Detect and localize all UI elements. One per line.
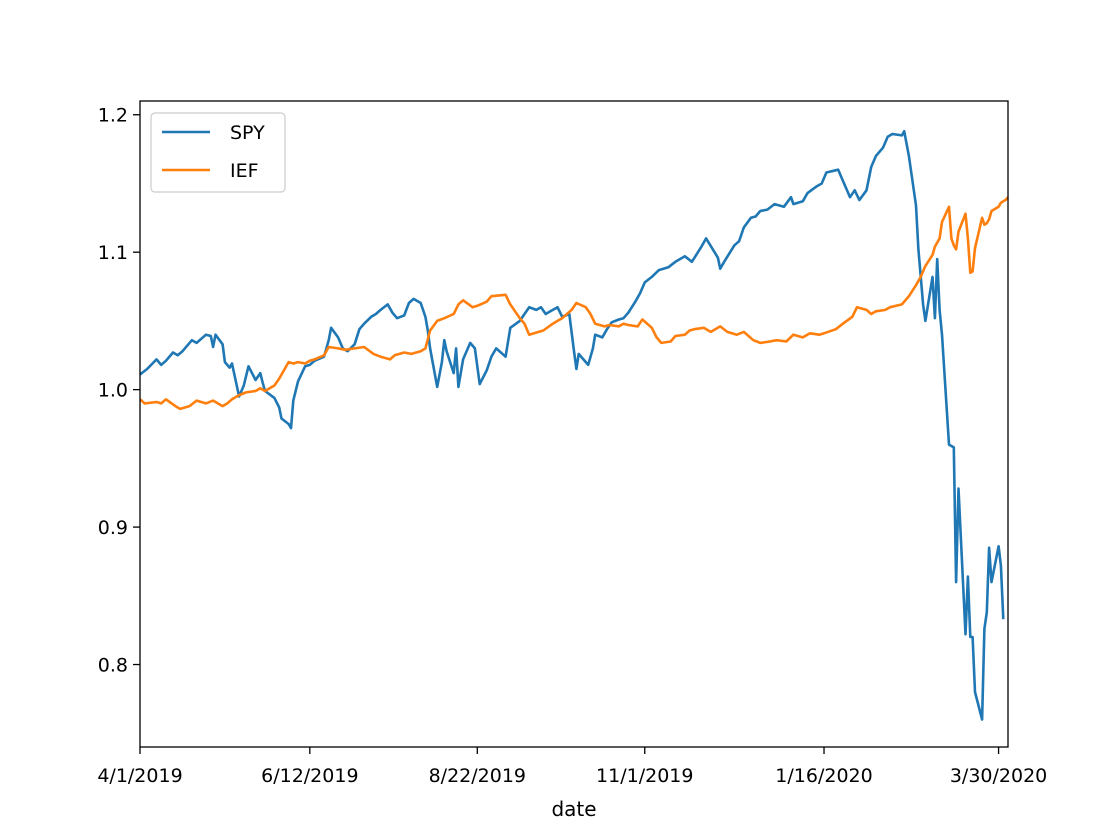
x-tick-label: 4/1/2019 (97, 765, 182, 787)
x-tick-label: 11/1/2019 (596, 765, 693, 787)
series-line-ief (139, 196, 1009, 411)
legend-box (150, 112, 286, 193)
x-tick-label: 8/22/2019 (429, 765, 526, 787)
x-tick-label: 3/30/2020 (950, 765, 1047, 787)
y-tick-label: 1.0 (98, 380, 128, 402)
legend-label-spy: SPY (230, 122, 265, 144)
y-tick-label: 1.2 (98, 105, 128, 127)
axes-frame (139, 100, 1009, 748)
plot-area (140, 101, 1008, 747)
y-tick-label: 0.9 (98, 517, 128, 539)
x-tick-label: 6/12/2019 (261, 765, 358, 787)
y-tick-label: 1.1 (98, 242, 128, 264)
x-tick-label: 1/16/2020 (775, 765, 872, 787)
legend-label-ief: IEF (230, 160, 259, 182)
y-axis: 0.8 0.9 1.0 1.1 1.2 (98, 105, 140, 677)
series-layer (139, 129, 1009, 721)
y-tick-label: 0.8 (98, 655, 128, 677)
x-axis-label: date (551, 797, 596, 821)
x-axis: 4/1/2019 6/12/2019 8/22/2019 11/1/2019 1/16/… (97, 747, 1047, 787)
series-line-spy (139, 129, 1005, 721)
legend: SPY IEF (150, 112, 286, 193)
